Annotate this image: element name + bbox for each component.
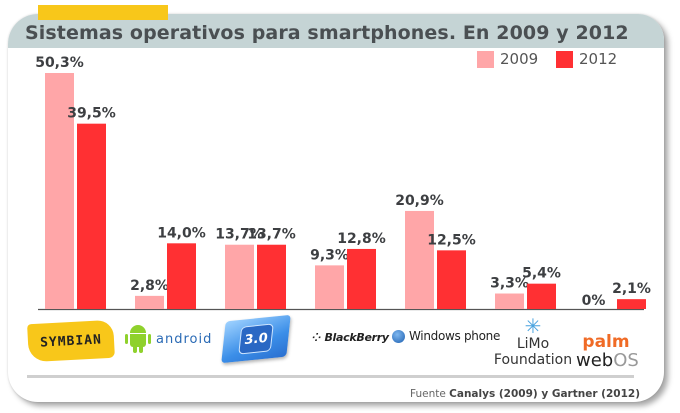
bar-label-2009-blackberry: 9,3% [310,247,349,263]
bar-2012-blackberry [347,248,376,309]
source-note: Fuente Canalys (2009) y Gartner (2012) [410,388,640,400]
bar-2009-android [135,295,164,309]
source-prefix: Fuente [410,388,446,400]
bar-label-2009-android: 2,8% [130,278,169,294]
bar-2012-android [167,243,196,309]
bar-label-2012-iphone-os-3-0: 13,7% [247,227,296,243]
legend-label-2012: 2012 [579,50,618,68]
bar-label-2012-palm-webos: 2,1% [612,281,651,297]
chart-title: Sistemas operativos para smartphones. En… [25,22,629,44]
bar-label-2012-limo-foundation: 5,4% [522,266,561,282]
bar-2012-symbian [77,123,106,309]
bar-2009-blackberry [315,265,344,309]
legend-2009: 2009 [477,50,538,68]
chart-card: Sistemas operativos para smartphones. En… [8,14,664,402]
bar-label-2012-blackberry: 12,8% [337,231,386,247]
bar-label-2009-symbian: 50,3% [35,55,84,71]
bar-label-2012-symbian: 39,5% [67,106,116,122]
bar-2009-limo-foundation [495,293,524,309]
source-text: Canalys (2009) y Gartner (2012) [449,388,640,400]
bar-2012-iphone-os-3-0 [257,244,286,309]
bar-label-2009-palm-webos: 0% [582,293,606,309]
bar-label-2012-windows-phone: 12,5% [427,232,476,248]
bar-label-2009-iphone-os-3-0: 13,7% [215,227,264,243]
bar-2009-symbian [45,73,74,309]
bar-2012-windows-phone [437,250,466,309]
bar-2009-windows-phone [405,210,434,309]
legend-label-2009: 2009 [500,50,539,68]
legend-swatch-2009 [477,50,494,68]
bar-label-2009-windows-phone: 20,9% [395,193,444,209]
bar-2009-iphone-os-3-0 [225,244,254,309]
bar-label-2012-android: 14,0% [157,225,206,241]
legend-swatch-2012 [556,50,573,68]
bar-label-2009-limo-foundation: 3,3% [490,276,529,292]
accent-bar [38,5,168,20]
footer-divider [27,375,634,378]
bar-2012-limo-foundation [527,283,556,309]
legend-2012: 2012 [556,50,617,68]
bar-2012-palm-webos [617,299,646,309]
